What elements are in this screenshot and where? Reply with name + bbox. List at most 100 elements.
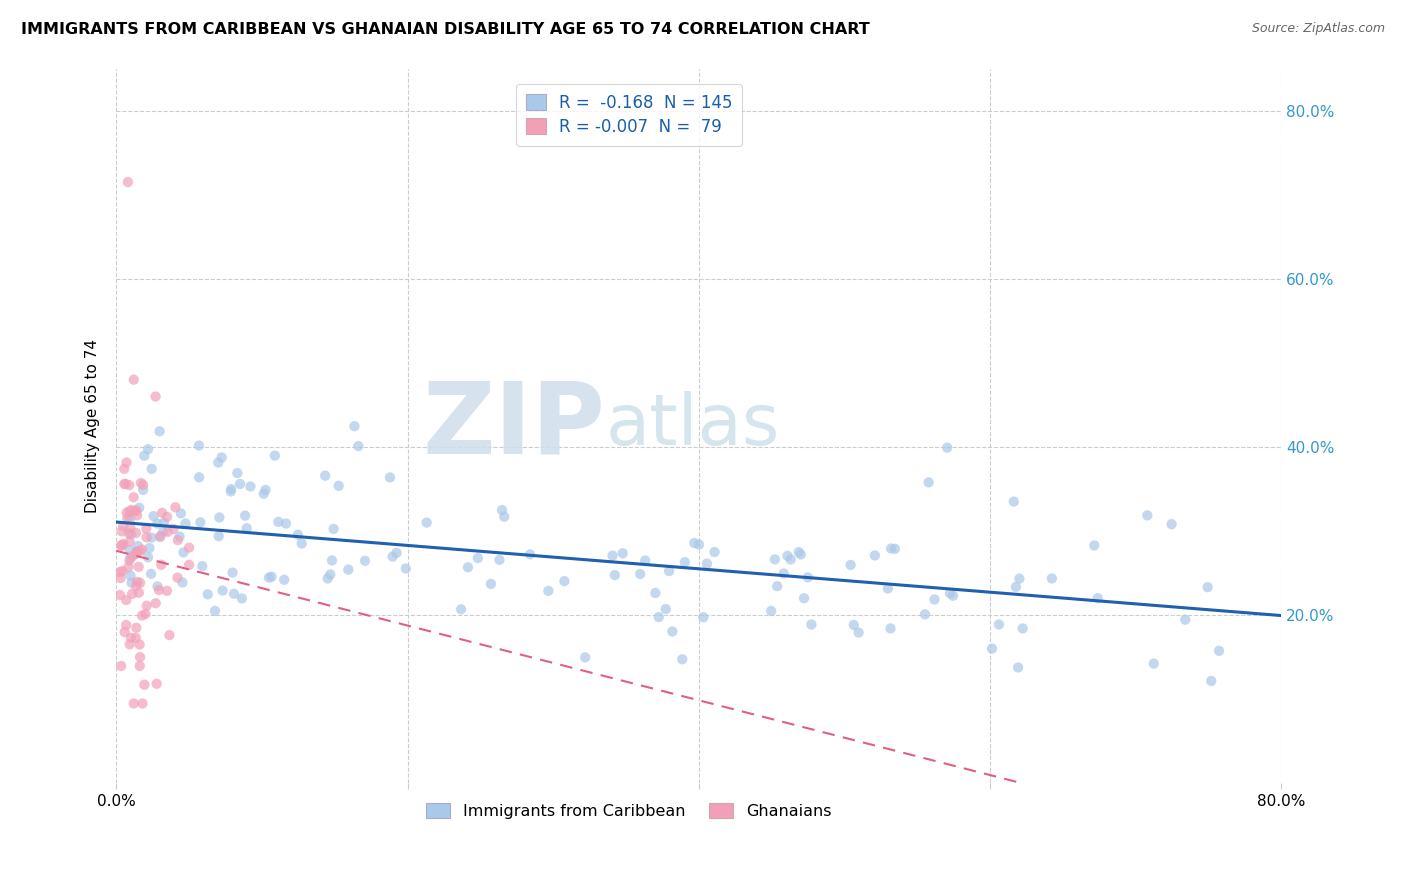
Point (634, 553, 657, 567)
Text: ZIP: ZIP (423, 377, 606, 475)
Point (166, 533, 188, 548)
Point (149, 529, 172, 543)
Point (381, 549, 404, 564)
Point (848, 625, 870, 640)
Point (274, 516, 297, 531)
Point (112, 477, 135, 491)
Point (683, 536, 706, 550)
Point (115, 456, 138, 470)
Point (917, 475, 939, 490)
Point (603, 568, 626, 582)
Point (494, 509, 516, 524)
Point (253, 487, 276, 501)
Point (378, 470, 401, 484)
Point (612, 546, 634, 560)
Point (134, 607, 156, 621)
Point (939, 586, 962, 600)
Point (287, 527, 309, 541)
Point (129, 544, 152, 558)
Point (1087, 591, 1109, 606)
Point (1011, 622, 1033, 636)
Point (222, 587, 245, 601)
Point (450, 602, 472, 616)
Point (457, 560, 479, 574)
Point (134, 449, 156, 463)
Point (793, 591, 815, 606)
Point (156, 524, 179, 539)
Point (226, 466, 249, 480)
Point (138, 541, 160, 555)
Point (519, 547, 541, 561)
Point (488, 553, 510, 567)
Point (644, 586, 666, 600)
Point (988, 617, 1011, 632)
Point (177, 558, 200, 572)
Point (117, 175, 139, 189)
Point (177, 541, 200, 555)
Point (692, 610, 714, 624)
Point (118, 526, 141, 541)
Point (673, 555, 696, 569)
Point (772, 566, 794, 581)
Point (491, 503, 513, 517)
Point (128, 638, 150, 652)
Point (316, 572, 339, 586)
Point (314, 468, 336, 483)
Point (229, 477, 252, 491)
Point (157, 628, 180, 642)
Point (172, 545, 194, 559)
Point (839, 558, 862, 572)
Point (1040, 571, 1063, 585)
Point (628, 566, 651, 581)
Point (145, 390, 167, 404)
Point (172, 575, 194, 590)
Point (800, 617, 823, 632)
Point (134, 678, 156, 692)
Point (115, 593, 138, 607)
Point (125, 525, 148, 540)
Point (149, 530, 172, 544)
Point (135, 530, 157, 544)
Point (354, 554, 377, 568)
Point (763, 552, 786, 566)
Point (322, 522, 344, 536)
Y-axis label: Disability Age 65 to 74: Disability Age 65 to 74 (86, 339, 100, 513)
Point (208, 510, 231, 524)
Point (787, 545, 810, 559)
Point (128, 500, 150, 515)
Point (776, 549, 799, 563)
Point (842, 618, 865, 632)
Point (127, 574, 149, 589)
Point (125, 631, 148, 645)
Point (112, 519, 135, 533)
Point (148, 582, 170, 597)
Point (877, 582, 900, 596)
Point (142, 509, 165, 524)
Point (479, 577, 502, 591)
Point (759, 604, 782, 618)
Point (1199, 673, 1222, 688)
Point (156, 509, 179, 524)
Point (863, 549, 886, 563)
Point (688, 537, 710, 551)
Point (207, 456, 229, 470)
Point (174, 516, 197, 531)
Point (170, 507, 193, 521)
Point (120, 527, 142, 541)
Point (111, 538, 134, 552)
Point (190, 516, 212, 530)
Point (191, 559, 214, 574)
Point (129, 476, 152, 491)
Point (291, 536, 314, 550)
Point (125, 579, 148, 593)
Point (880, 541, 903, 556)
Point (1174, 613, 1197, 627)
Point (111, 564, 134, 578)
Point (981, 641, 1004, 656)
Point (128, 659, 150, 673)
Point (125, 621, 148, 635)
Point (221, 566, 243, 580)
Point (337, 563, 360, 577)
Point (128, 585, 150, 599)
Point (343, 419, 366, 434)
